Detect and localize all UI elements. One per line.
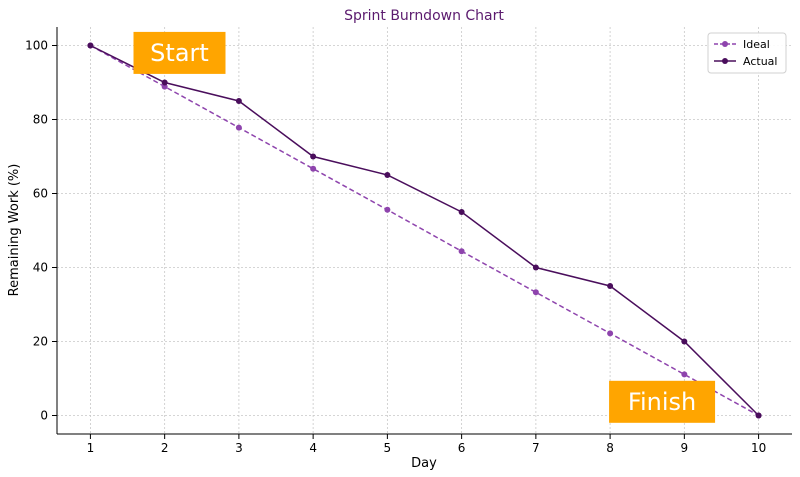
data-point-ideal xyxy=(607,330,614,337)
legend-label-actual: Actual xyxy=(743,55,777,68)
series-actual xyxy=(87,42,762,419)
data-point-ideal xyxy=(681,371,688,378)
series-line-actual xyxy=(90,44,760,417)
data-point-actual xyxy=(384,172,391,178)
x-tick-label: 1 xyxy=(87,441,95,455)
data-point-actual xyxy=(161,79,168,86)
x-tick-label: 10 xyxy=(751,441,766,455)
data-point-actual xyxy=(310,153,317,160)
data-point-ideal xyxy=(458,248,465,255)
y-axis-label: Remaining Work (%) xyxy=(7,164,22,297)
data-point-ideal xyxy=(310,165,317,172)
annotation-label-finish: Finish xyxy=(628,388,696,416)
x-tick-label: 3 xyxy=(235,441,243,455)
y-tick-label: 80 xyxy=(33,113,48,127)
data-point-actual xyxy=(532,264,539,271)
x-tick-label: 5 xyxy=(384,441,392,455)
y-tick-label: 60 xyxy=(33,187,48,201)
legend: Ideal Actual xyxy=(707,32,787,74)
axes xyxy=(52,27,792,439)
data-point-actual xyxy=(235,98,242,104)
y-tick-label: 0 xyxy=(40,409,48,423)
x-tick-label: 7 xyxy=(532,441,540,455)
series-lines xyxy=(87,42,762,419)
x-tick-label: 4 xyxy=(309,441,317,455)
x-tick-label: 8 xyxy=(606,441,614,455)
data-point-actual xyxy=(458,209,465,215)
data-point-ideal xyxy=(384,206,391,213)
annotation-box-finish xyxy=(609,380,716,423)
data-point-ideal xyxy=(532,289,539,296)
y-tick-label: 40 xyxy=(33,261,48,275)
legend-label-ideal: Ideal xyxy=(743,38,770,51)
y-tick-label: 20 xyxy=(33,335,48,349)
x-tick-label: 6 xyxy=(458,441,466,455)
x-tick-label: 2 xyxy=(161,441,169,455)
data-point-actual xyxy=(681,338,688,345)
data-point-actual xyxy=(755,412,762,419)
series-line-ideal xyxy=(90,44,759,417)
annotation-box-start xyxy=(133,31,226,74)
chart-title: Sprint Burndown Chart xyxy=(344,8,504,24)
legend-marker-actual xyxy=(722,58,728,64)
legend-marker-ideal xyxy=(722,41,728,47)
annotations: Start Finish xyxy=(133,31,716,423)
series-ideal xyxy=(87,42,762,419)
annotation-label-start: Start xyxy=(150,39,209,67)
x-tick-label: 9 xyxy=(681,441,689,455)
data-point-actual xyxy=(87,42,94,49)
data-point-ideal xyxy=(235,124,242,131)
x-axis-label: Day xyxy=(411,456,437,471)
data-point-actual xyxy=(607,283,614,289)
y-tick-label: 100 xyxy=(25,39,48,53)
